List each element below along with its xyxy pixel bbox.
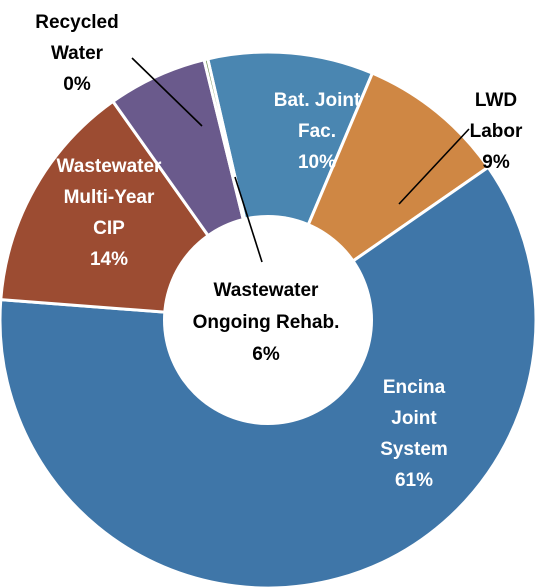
data-label-bat-line-1: Bat. Joint: [274, 90, 361, 111]
data-label-lwd-line-1: LWD: [475, 90, 517, 111]
data-label-rehab-line-1: Wastewater: [214, 280, 319, 301]
data-label-bat: Bat. Joint Fac. 10%: [274, 90, 361, 173]
data-label-multiyear-line-3: CIP: [93, 218, 125, 239]
leader-line-rehab: [234, 176, 263, 263]
data-label-recycled-line-1: Recycled: [35, 12, 118, 33]
data-label-recycled: Recycled Water 0%: [35, 12, 118, 95]
data-label-encina-line-3: System: [380, 439, 448, 460]
data-label-multiyear-line-2: Multi-Year: [64, 187, 155, 208]
data-label-lwd-line-2: Labor: [470, 121, 523, 142]
data-label-lwd-line-3: 9%: [482, 152, 510, 173]
data-label-rehab: Wastewater Ongoing Rehab. 6%: [193, 280, 340, 365]
data-label-encina: Encina Joint System 61%: [380, 377, 448, 491]
data-label-multiyear-line-1: Wastewater: [57, 156, 162, 177]
data-label-rehab-line-3: 6%: [252, 344, 280, 365]
data-label-rehab-line-2: Ongoing Rehab.: [193, 312, 340, 333]
data-label-bat-line-3: 10%: [298, 152, 336, 173]
data-label-encina-line-4: 61%: [395, 470, 433, 491]
data-label-multiyear: Wastewater Multi-Year CIP 14%: [57, 156, 162, 270]
data-label-lwd: LWD Labor 9%: [470, 90, 523, 173]
leader-line-lwd: [398, 128, 470, 205]
leader-lines-layer: [131, 57, 470, 263]
labels-layer: Bat. Joint Fac. 10% LWD Labor 9% Encina Joint Sy…: [35, 12, 523, 491]
donut-hole: [163, 215, 373, 425]
data-label-recycled-line-3: 0%: [63, 74, 91, 95]
data-label-recycled-line-2: Water: [51, 43, 104, 64]
data-label-encina-line-2: Joint: [391, 408, 437, 429]
leader-line-recycled: [131, 57, 203, 127]
data-label-multiyear-line-4: 14%: [90, 249, 128, 270]
slice-bat: [206, 50, 374, 322]
data-label-bat-line-2: Fac.: [298, 121, 336, 142]
data-label-encina-line-1: Encina: [383, 377, 446, 398]
